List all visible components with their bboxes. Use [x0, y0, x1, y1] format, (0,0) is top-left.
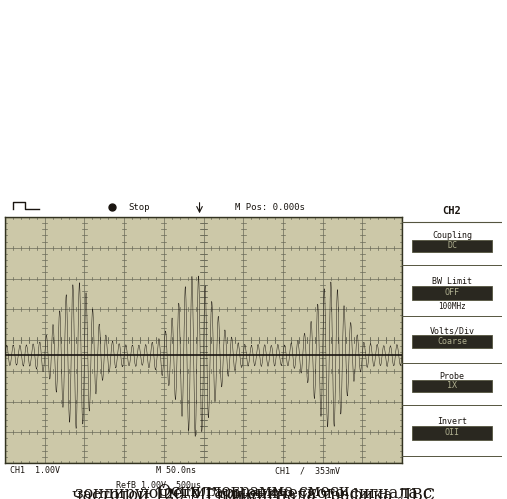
Bar: [412, 285, 492, 300]
Text: Volts/Div: Volts/Div: [429, 326, 475, 335]
Text: M 50.0ns: M 50.0ns: [156, 467, 196, 476]
Text: Осциллограмма смеси: Осциллограмма смеси: [158, 484, 349, 499]
Text: Probe: Probe: [440, 372, 464, 381]
Bar: [412, 380, 492, 392]
Bar: [412, 426, 492, 440]
Text: CH1  1.00V: CH1 1.00V: [10, 467, 60, 476]
Text: Coarse: Coarse: [437, 337, 467, 346]
Text: DC: DC: [447, 241, 457, 250]
Text: 1X: 1X: [447, 381, 457, 390]
Bar: [412, 240, 492, 251]
Text: Фиг. 5: Фиг. 5: [227, 489, 280, 499]
Text: Invert: Invert: [437, 417, 467, 426]
Text: OFF: OFF: [445, 288, 459, 297]
Text: M Pos: 0.000s: M Pos: 0.000s: [235, 203, 305, 212]
Text: 100MHz: 100MHz: [438, 301, 466, 310]
Text: частотой 120 МГц и сигнала трафика ЛВС: частотой 120 МГц и сигнала трафика ЛВС: [72, 487, 435, 499]
Text: BW Limit: BW Limit: [432, 276, 472, 285]
Text: зондирующего гармонического сигнала с: зондирующего гармонического сигнала с: [75, 485, 432, 499]
Text: Stop: Stop: [128, 203, 150, 212]
Text: Coupling: Coupling: [432, 232, 472, 241]
Text: CH1  /  353mV: CH1 / 353mV: [275, 467, 340, 476]
Text: RefB 1.00V  500μs: RefB 1.00V 500μs: [116, 482, 201, 491]
Text: CH2: CH2: [443, 206, 461, 216]
Bar: [412, 335, 492, 348]
Text: OII: OII: [445, 429, 459, 438]
